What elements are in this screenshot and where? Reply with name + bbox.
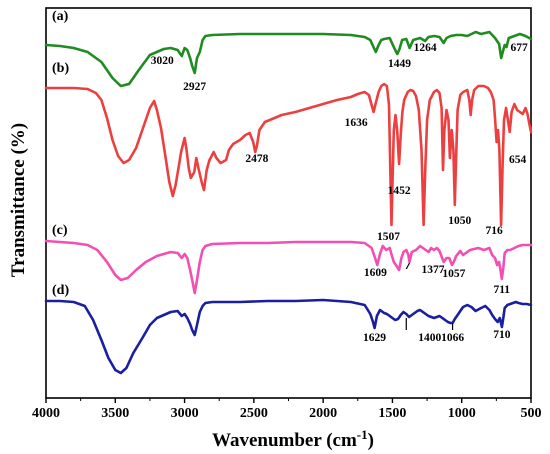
x-tick-label: 1000 — [448, 406, 476, 421]
series-name-label: (a) — [52, 9, 69, 24]
peak-label: 1264 — [414, 42, 437, 54]
peak-label: 1066 — [441, 332, 464, 344]
x-tick-label: 3500 — [101, 406, 129, 421]
peak-label: 716 — [485, 225, 503, 237]
peak-label: 1400 — [418, 332, 441, 344]
x-axis-title-superscript: -1 — [357, 427, 368, 442]
x-axis: 4000 3500 3000 2500 2000 1500 1000 500 — [32, 398, 542, 421]
x-axis-title-close: ) — [368, 430, 374, 451]
peak-label: 1452 — [388, 185, 411, 197]
peak-label: 2478 — [245, 153, 268, 165]
x-axis-title: Wavenumber (cm-1) — [212, 427, 374, 451]
peak-label: 3020 — [151, 55, 174, 67]
series-line — [44, 30, 533, 88]
x-tick-label: 4000 — [32, 406, 60, 421]
peak-label: 1507 — [377, 231, 400, 243]
series-name-label: (d) — [52, 283, 69, 298]
x-tick-label: 1500 — [378, 406, 406, 421]
peak-label: 1377 — [421, 264, 444, 276]
x-tick-label: 3000 — [171, 406, 199, 421]
x-axis-title-main: Wavenumber (cm — [212, 430, 357, 451]
peak-label: 1057 — [442, 268, 465, 280]
x-tick-label: 2500 — [240, 406, 268, 421]
y-axis-title: Transmittance (%) — [8, 123, 29, 277]
peak-leader-line — [405, 262, 411, 270]
peak-label: 654 — [509, 154, 527, 166]
series-line — [44, 239, 533, 295]
x-tick-label: 2000 — [309, 406, 337, 421]
series-line — [44, 298, 533, 375]
peak-label: 711 — [493, 284, 510, 296]
peak-label: 1636 — [345, 117, 368, 129]
peak-label: 1449 — [388, 58, 411, 70]
series-name-label: (b) — [52, 61, 69, 76]
peak-label: 710 — [493, 329, 511, 341]
series-name-label: (c) — [52, 223, 68, 238]
peak-label: 677 — [510, 42, 528, 54]
peak-label: 1629 — [363, 332, 386, 344]
peak-label: 2927 — [183, 81, 206, 93]
series-layer — [44, 30, 533, 375]
x-tick-label: 500 — [521, 406, 542, 421]
peak-label: 1050 — [448, 215, 471, 227]
series-line — [44, 82, 533, 227]
peak-label: 1609 — [364, 267, 387, 279]
